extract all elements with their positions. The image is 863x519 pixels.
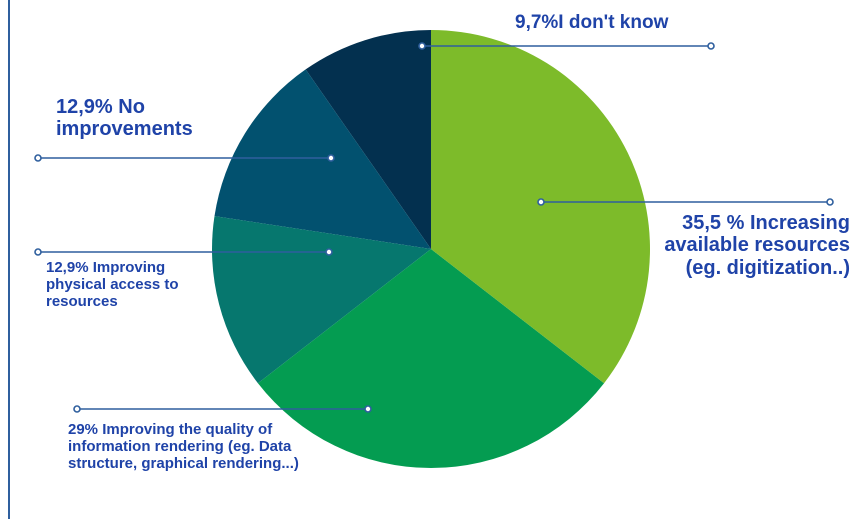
slice-label-no-improvements: 12,9% No improvements [56,96,193,141]
leader-dot-dont-know-outer [707,42,715,50]
pie-slice-information-rendering [257,249,605,468]
slice-label-information-rendering: 29% Improving the quality of information… [68,421,299,472]
slice-label-available-resources: 35,5 % Increasing available resources (e… [664,212,850,279]
left-border-rule [8,0,10,519]
leader-dot-available-resources-outer [826,198,834,206]
leader-dot-physical-access-inner [325,248,333,256]
leader-dot-information-rendering-outer [73,405,81,413]
leader-dot-information-rendering-inner [364,405,372,413]
leader-dot-physical-access-outer [34,248,42,256]
pie-slice-no-improvements [214,69,431,250]
leader-dot-no-improvements-inner [327,154,335,162]
slice-label-dont-know: 9,7%I don't know [515,12,669,33]
pie-slice-available-resources [431,29,650,384]
slice-label-physical-access: 12,9% Improving physical access to resou… [46,259,179,310]
pie-slice-dont-know [305,30,431,249]
leader-dot-dont-know-inner [418,42,426,50]
leader-dot-available-resources-inner [537,198,545,206]
pie-slice-physical-access [212,216,431,384]
leader-dot-no-improvements-outer [34,154,42,162]
